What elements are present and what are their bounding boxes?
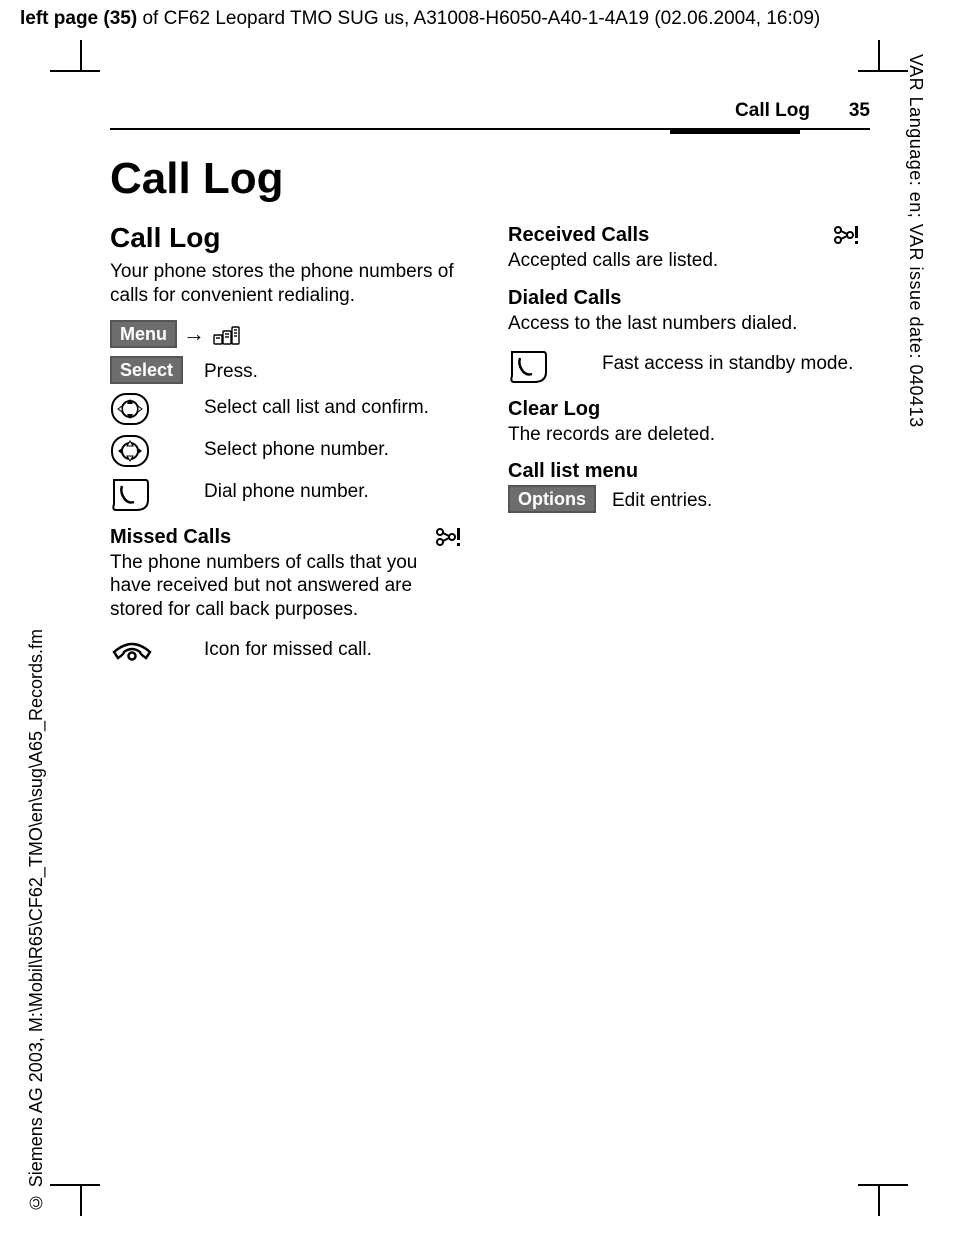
arrow-icon: →: [183, 321, 205, 347]
heading-missed-calls: Missed Calls: [110, 526, 462, 549]
step-nav-select: Select phone number.: [110, 434, 462, 468]
intro-text: Your phone stores the phone numbers of c…: [110, 260, 462, 308]
options-text: Edit entries.: [612, 485, 712, 513]
step-nav-confirm: Select call list and confirm.: [110, 392, 462, 426]
section-call-log: Call Log: [110, 222, 462, 254]
heading-call-list-menu: Call list menu: [508, 460, 860, 483]
softkey-select: Select: [110, 356, 183, 384]
running-head: Call Log 35: [110, 100, 870, 130]
dialed-fast-text: Fast access in standby mode.: [602, 348, 853, 376]
step-dial-text: Dial phone number.: [204, 476, 369, 504]
call-key-icon: [508, 348, 548, 384]
document-header: left page (35) of CF62 Leopard TMO SUG u…: [20, 8, 820, 30]
heading-clear-log: Clear Log: [508, 398, 860, 421]
running-head-title: Call Log: [735, 100, 810, 121]
network-dependent-icon: [834, 224, 860, 246]
cropmark-top-left-h: [50, 70, 100, 72]
heading-received-calls-text: Received Calls: [508, 224, 649, 246]
dialed-fast-row: Fast access in standby mode.: [508, 348, 860, 384]
missed-call-icon-row: Icon for missed call.: [110, 634, 462, 664]
call-key-icon: [110, 476, 150, 512]
step-nav-confirm-text: Select call list and confirm.: [204, 392, 429, 420]
dialed-calls-text: Access to the last numbers dialed.: [508, 312, 860, 336]
running-head-page: 35: [849, 100, 870, 122]
navkey-horizontal-icon: [110, 434, 150, 468]
cropmark-top-left-v: [80, 40, 82, 70]
heading-missed-calls-text: Missed Calls: [110, 526, 231, 548]
missed-call-icon-text: Icon for missed call.: [204, 634, 372, 662]
page-content: Call Log 35 Call Log Call Log Your phone…: [110, 100, 870, 672]
call-records-icon: [211, 321, 241, 347]
left-column: Call Log Your phone stores the phone num…: [110, 222, 462, 672]
step-select: Select Press.: [110, 356, 462, 384]
options-row: Options Edit entries.: [508, 485, 860, 513]
cropmark-bot-left-v: [80, 1186, 82, 1216]
cropmark-bot-left-h: [50, 1184, 100, 1186]
missed-call-icon: [110, 634, 154, 664]
cropmark-bot-right-h: [858, 1184, 908, 1186]
menu-path-row: Menu →: [110, 320, 462, 348]
cropmark-top-right-h: [858, 70, 908, 72]
navkey-vertical-icon: [110, 392, 150, 426]
softkey-options: Options: [508, 485, 596, 513]
doc-header-bold: left page (35): [20, 8, 137, 29]
heading-dialed-calls: Dialed Calls: [508, 287, 860, 310]
clear-log-text: The records are deleted.: [508, 423, 860, 447]
right-column: Received Calls Accepted: [508, 222, 860, 672]
received-calls-text: Accepted calls are listed.: [508, 249, 860, 273]
network-dependent-icon: [436, 526, 462, 548]
step-select-text: Press.: [204, 356, 258, 384]
side-text-left: © Siemens AG 2003, M:\Mobil\R65\CF62_TMO…: [26, 629, 47, 1212]
missed-calls-text: The phone numbers of calls that you have…: [110, 551, 462, 622]
side-text-right: VAR Language: en; VAR issue date: 040413: [905, 54, 926, 428]
doc-header-rest: of CF62 Leopard TMO SUG us, A31008-H6050…: [137, 8, 820, 29]
running-head-underline: [670, 129, 800, 134]
cropmark-top-right-v: [878, 40, 880, 70]
heading-received-calls: Received Calls: [508, 224, 860, 247]
page-title: Call Log: [110, 154, 870, 204]
step-nav-select-text: Select phone number.: [204, 434, 389, 462]
step-dial: Dial phone number.: [110, 476, 462, 512]
softkey-menu: Menu: [110, 320, 177, 348]
cropmark-bot-right-v: [878, 1186, 880, 1216]
